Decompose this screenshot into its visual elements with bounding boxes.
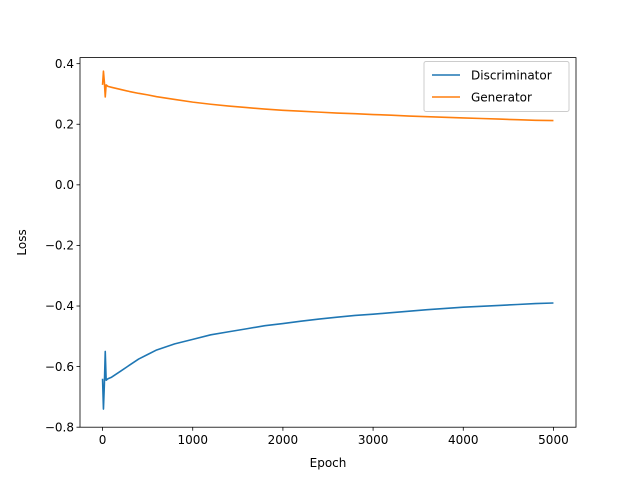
legend-box bbox=[423, 61, 570, 112]
legend-label-generator: Generator bbox=[471, 91, 532, 105]
x-tick-label: 3000 bbox=[358, 433, 389, 447]
x-tick-label: 4000 bbox=[448, 433, 479, 447]
x-axis-label: Epoch bbox=[310, 456, 347, 470]
series-line-generator bbox=[101, 70, 554, 122]
x-tick-label: 1000 bbox=[177, 433, 208, 447]
y-tick-label: 0.2 bbox=[55, 117, 74, 131]
y-tick-label: 0.4 bbox=[55, 57, 74, 71]
plot-frame bbox=[79, 57, 577, 428]
y-tick-label: −0.2 bbox=[45, 239, 74, 253]
series-layer bbox=[101, 70, 554, 410]
y-tick-label: −0.6 bbox=[45, 360, 74, 374]
y-tick-label: 0.0 bbox=[55, 178, 74, 192]
series-line-discriminator bbox=[101, 302, 554, 410]
y-tick-label: −0.8 bbox=[45, 420, 74, 434]
x-tick-label: 0 bbox=[99, 433, 107, 447]
legend-label-discriminator: Discriminator bbox=[471, 69, 552, 83]
y-axis-label: Loss bbox=[15, 229, 29, 255]
plot-area bbox=[101, 70, 554, 410]
y-axis: −0.8 −0.6 −0.4 −0.2 0.0 0.2 0.4 bbox=[45, 57, 80, 434]
y-tick-label: −0.4 bbox=[45, 299, 74, 313]
x-axis: 0 1000 2000 3000 4000 5000 bbox=[99, 427, 569, 447]
x-tick-label: 5000 bbox=[538, 433, 569, 447]
legend: Discriminator Generator bbox=[423, 61, 570, 112]
x-tick-label: 2000 bbox=[268, 433, 299, 447]
